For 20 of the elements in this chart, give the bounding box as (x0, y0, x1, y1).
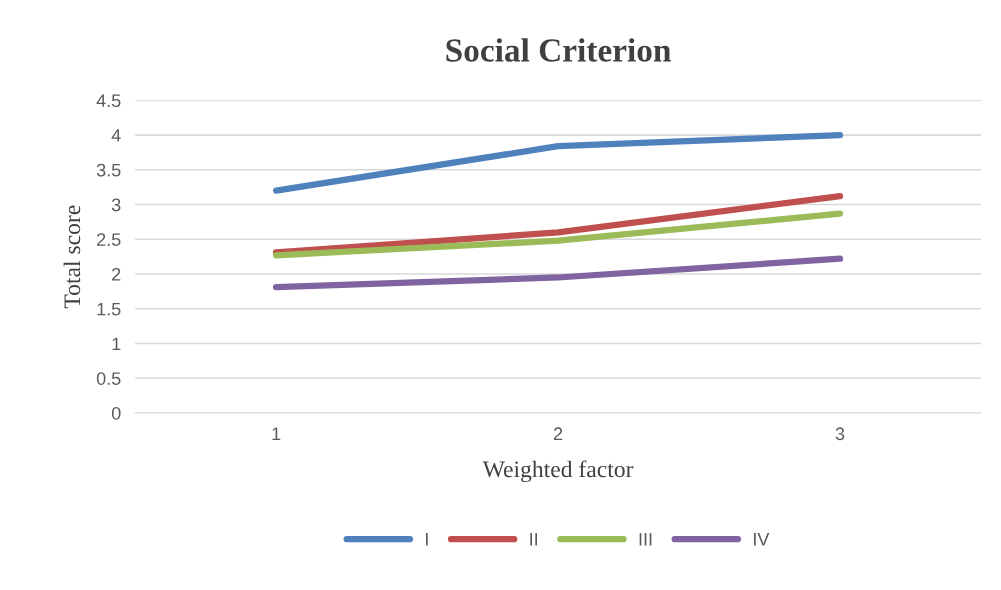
y-tick-label: 0.5 (96, 372, 121, 385)
legend-label: IV (754, 533, 770, 546)
x-tick-label: 2 (553, 427, 563, 440)
legend-label: I (426, 533, 428, 546)
chart-title: Social Criterion (446, 38, 671, 62)
y-tick-label: 1 (112, 337, 121, 351)
y-tick-label: 0 (111, 406, 121, 420)
y-tick-label: 3 (111, 198, 121, 212)
legend-label: III (639, 533, 652, 546)
legend-label: II (530, 533, 538, 546)
x-tick-label: 3 (835, 427, 845, 441)
y-axis-title: Total score (63, 205, 81, 309)
y-tick-label: 2 (112, 267, 121, 281)
y-tick-label: 2.5 (97, 233, 121, 246)
x-axis-title: Weighted factor (482, 460, 634, 483)
y-tick-label: 3.5 (96, 163, 121, 177)
x-tick-label: 1 (272, 427, 281, 440)
y-tick-label: 1.5 (97, 302, 121, 316)
y-tick-label: 4.5 (96, 94, 121, 108)
y-tick-label: 4 (111, 129, 121, 142)
